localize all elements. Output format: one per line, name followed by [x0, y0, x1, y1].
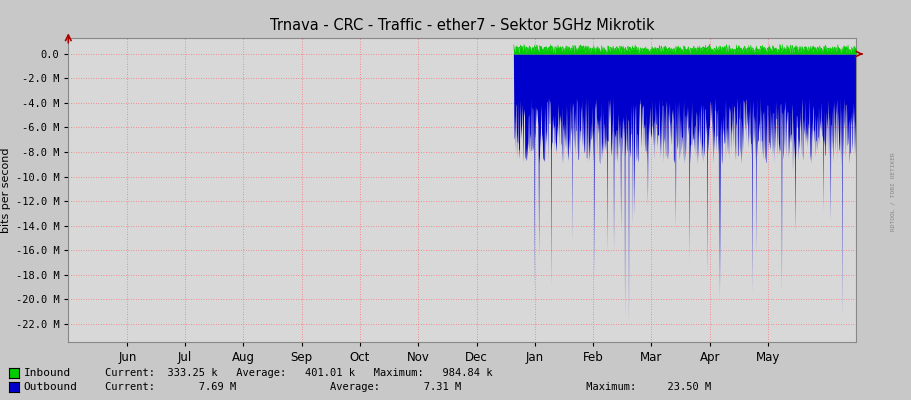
Text: Current:  333.25 k   Average:   401.01 k   Maximum:   984.84 k: Current: 333.25 k Average: 401.01 k Maxi… — [105, 368, 492, 378]
Title: Trnava - CRC - Traffic - ether7 - Sektor 5GHz Mikrotik: Trnava - CRC - Traffic - ether7 - Sektor… — [270, 18, 655, 33]
Text: Inbound: Inbound — [24, 368, 71, 378]
Text: Outbound: Outbound — [24, 382, 77, 392]
Text: Current:       7.69 M               Average:       7.31 M                    Max: Current: 7.69 M Average: 7.31 M Max — [105, 382, 711, 392]
Y-axis label: bits per second: bits per second — [2, 147, 11, 233]
Text: RDTOOL / TOBI OETIKER: RDTOOL / TOBI OETIKER — [890, 153, 896, 231]
